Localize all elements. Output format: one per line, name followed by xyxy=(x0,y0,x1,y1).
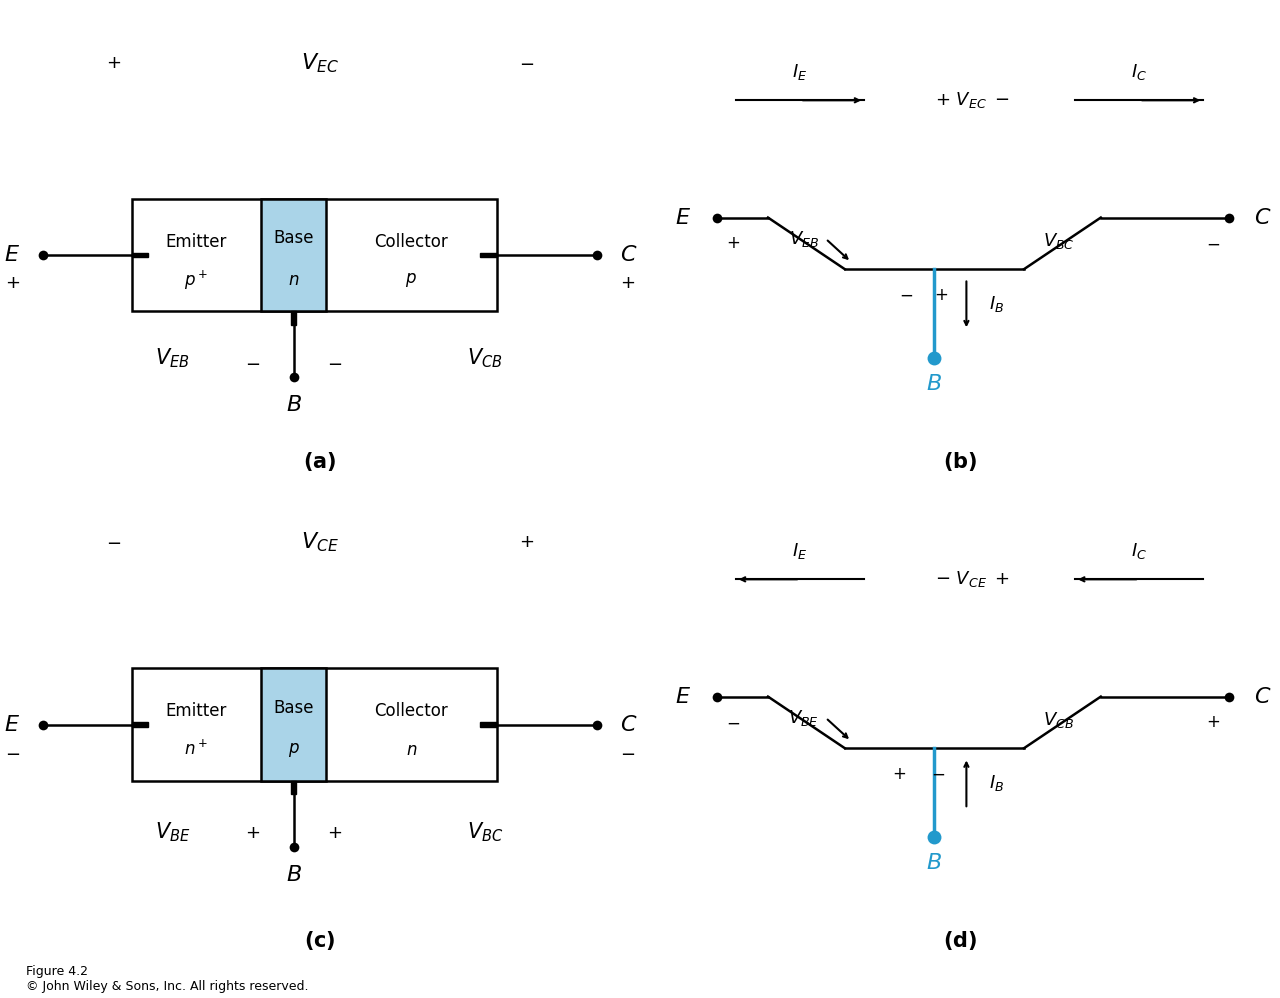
Bar xyxy=(480,252,497,257)
Bar xyxy=(132,252,148,257)
Text: $+\ V_{EC}\ -$: $+\ V_{EC}\ -$ xyxy=(936,90,1010,111)
Text: $-$: $-$ xyxy=(106,533,122,551)
Text: $+$: $+$ xyxy=(621,274,635,292)
Bar xyxy=(291,311,297,324)
Text: Collector: Collector xyxy=(374,703,448,721)
Text: $B$: $B$ xyxy=(285,865,302,885)
Text: $p^+$: $p^+$ xyxy=(184,268,209,291)
Text: $I_B$: $I_B$ xyxy=(988,294,1004,314)
Text: Base: Base xyxy=(273,230,314,248)
Bar xyxy=(261,669,326,781)
Bar xyxy=(291,781,297,794)
Text: $V_{CB}$: $V_{CB}$ xyxy=(467,346,503,370)
Text: $\mathbf{(c)}$: $\mathbf{(c)}$ xyxy=(305,929,335,952)
Text: $B$: $B$ xyxy=(285,395,302,415)
Text: $+$: $+$ xyxy=(106,54,122,72)
Text: $n$: $n$ xyxy=(288,270,300,288)
Text: $n$: $n$ xyxy=(406,741,417,758)
Text: Base: Base xyxy=(273,699,314,717)
Text: $+$: $+$ xyxy=(518,533,534,551)
Text: $V_{EC}$: $V_{EC}$ xyxy=(301,51,339,75)
Text: $-$: $-$ xyxy=(518,54,534,72)
Text: $V_{BE}$: $V_{BE}$ xyxy=(788,708,819,728)
Text: $V_{BE}$: $V_{BE}$ xyxy=(155,820,191,844)
Text: $I_C$: $I_C$ xyxy=(1132,62,1147,82)
Bar xyxy=(480,723,497,728)
Text: $-$: $-$ xyxy=(899,286,913,304)
Text: $I_E$: $I_E$ xyxy=(792,541,808,561)
Text: Collector: Collector xyxy=(374,233,448,250)
Text: $E$: $E$ xyxy=(675,687,691,707)
Text: $-\ V_{CE}\ +$: $-\ V_{CE}\ +$ xyxy=(936,569,1010,590)
Text: $+$: $+$ xyxy=(5,274,19,292)
Text: $n^+$: $n^+$ xyxy=(184,740,209,759)
Text: $+$: $+$ xyxy=(1206,714,1220,732)
Bar xyxy=(132,669,497,781)
Text: $-$: $-$ xyxy=(726,714,740,732)
Text: $B$: $B$ xyxy=(927,374,942,394)
Text: Emitter: Emitter xyxy=(165,233,227,250)
Text: $-$: $-$ xyxy=(931,765,945,783)
Text: $\mathbf{(d)}$: $\mathbf{(d)}$ xyxy=(943,929,977,952)
Text: $E$: $E$ xyxy=(4,715,19,735)
Text: $+$: $+$ xyxy=(726,235,740,252)
Text: $-$: $-$ xyxy=(5,744,19,761)
Text: $B$: $B$ xyxy=(927,853,942,873)
Text: $I_C$: $I_C$ xyxy=(1132,541,1147,561)
Bar xyxy=(132,199,497,311)
Text: $+$: $+$ xyxy=(328,823,342,841)
Text: $\mathbf{(a)}$: $\mathbf{(a)}$ xyxy=(303,450,337,473)
Text: $-$: $-$ xyxy=(328,354,342,372)
Text: $-$: $-$ xyxy=(621,744,635,761)
Text: $I_B$: $I_B$ xyxy=(988,773,1004,793)
Text: $p$: $p$ xyxy=(288,741,300,758)
Text: Figure 4.2
© John Wiley & Sons, Inc. All rights reserved.: Figure 4.2 © John Wiley & Sons, Inc. All… xyxy=(26,965,308,993)
Text: Emitter: Emitter xyxy=(165,703,227,721)
Text: $V_{BC}$: $V_{BC}$ xyxy=(467,820,503,844)
Text: $V_{CE}$: $V_{CE}$ xyxy=(301,530,339,554)
Text: $p$: $p$ xyxy=(406,270,417,288)
Text: $C$: $C$ xyxy=(621,246,637,265)
Text: $-$: $-$ xyxy=(244,354,260,372)
Bar xyxy=(261,199,326,311)
Text: $E$: $E$ xyxy=(675,208,691,228)
Text: $E$: $E$ xyxy=(4,246,19,265)
Text: $C$: $C$ xyxy=(1254,208,1272,228)
Text: $V_{EB}$: $V_{EB}$ xyxy=(155,346,191,370)
Text: $C$: $C$ xyxy=(1254,687,1272,707)
Text: $V_{CB}$: $V_{CB}$ xyxy=(1043,710,1074,731)
Text: $-$: $-$ xyxy=(1206,235,1220,252)
Text: $V_{EB}$: $V_{EB}$ xyxy=(788,229,819,249)
Text: $\mathbf{(b)}$: $\mathbf{(b)}$ xyxy=(943,450,977,473)
Bar xyxy=(132,723,148,728)
Text: $I_E$: $I_E$ xyxy=(792,62,808,82)
Text: $+$: $+$ xyxy=(244,823,260,841)
Text: $V_{BC}$: $V_{BC}$ xyxy=(1043,231,1075,251)
Text: $+$: $+$ xyxy=(933,286,948,304)
Text: $+$: $+$ xyxy=(892,765,906,783)
Text: $C$: $C$ xyxy=(621,715,637,735)
